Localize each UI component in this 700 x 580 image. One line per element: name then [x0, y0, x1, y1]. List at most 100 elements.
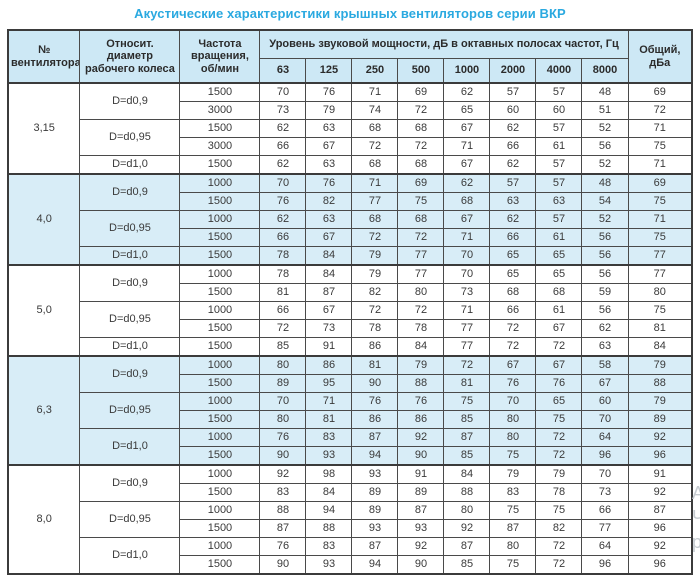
- rpm-cell: 1000: [179, 464, 261, 484]
- total-dba-cell: 92: [627, 428, 693, 447]
- spl-value-cell: 67: [443, 119, 491, 138]
- diameter-cell: D=d1,0: [79, 537, 181, 575]
- total-dba-cell: 71: [627, 210, 693, 229]
- spl-value-cell: 61: [535, 301, 583, 320]
- spl-value-cell: 57: [489, 173, 537, 193]
- total-dba-cell: 88: [627, 374, 693, 393]
- diameter-cell: D=d0,9: [79, 173, 181, 211]
- spl-value-cell: 52: [581, 119, 629, 138]
- table-row: 4,0 D=d0,9 1000 70 76 71 69 62 57 57 48 69: [7, 173, 693, 266]
- spl-value-cell: 74: [351, 101, 399, 120]
- spl-value-cell: 77: [397, 264, 445, 284]
- spl-value-cell: 68: [489, 283, 537, 302]
- spl-value-cell: 56: [581, 228, 629, 247]
- spl-value-cell: 96: [581, 555, 629, 575]
- spl-value-cell: 70: [581, 464, 629, 484]
- spl-value-cell: 94: [351, 555, 399, 575]
- spl-value-cell: 56: [581, 301, 629, 320]
- spl-value-cell: 67: [443, 155, 491, 175]
- spl-value-cell: 76: [535, 374, 583, 393]
- table-row: D=d0,95 1000 66 67 72 72 71 66 61 56 75: [8, 301, 693, 338]
- spl-value-cell: 86: [305, 355, 353, 375]
- table-row: 5,0 D=d0,9 1000 78 84 79 77 70 65 65 56 77: [7, 264, 693, 357]
- spl-value-cell: 64: [581, 428, 629, 447]
- rpm-cell: 1500: [179, 337, 261, 357]
- spl-value-cell: 63: [305, 155, 353, 175]
- spl-value-cell: 67: [305, 301, 353, 320]
- spl-value-cell: 62: [259, 210, 307, 229]
- spl-value-cell: 79: [397, 355, 445, 375]
- spl-value-cell: 70: [259, 173, 307, 193]
- spl-value-cell: 92: [443, 519, 491, 538]
- spl-value-cell: 93: [397, 519, 445, 538]
- col-header-sound-power-level: Уровень звуковой мощности, дБ в октавных…: [259, 29, 629, 59]
- rpm-cell: 1500: [179, 374, 261, 393]
- table-row: D=d1,0 1500 85 91 86 84 77 72 72 63 84: [8, 337, 693, 357]
- spl-value-cell: 85: [259, 337, 307, 357]
- spl-value-cell: 72: [443, 355, 491, 375]
- rpm-cell: 1500: [179, 283, 261, 302]
- spl-value-cell: 77: [581, 519, 629, 538]
- table-row: 3000 66 67 72 72 71 66 61 56 75: [8, 137, 693, 156]
- rpm-cell: 1500: [179, 410, 261, 429]
- spl-value-cell: 68: [397, 119, 445, 138]
- spl-value-cell: 94: [305, 501, 353, 520]
- spl-value-cell: 66: [259, 301, 307, 320]
- diameter-cell: D=d1,0: [79, 337, 181, 357]
- table-row: D=d1,0 1500 78 84 79 77 70 65 65 56 77: [8, 246, 693, 266]
- table-row: 1500 87 88 93 93 92 87 82 77 96: [8, 519, 693, 538]
- spl-value-cell: 62: [443, 82, 491, 102]
- spl-value-cell: 66: [489, 137, 537, 156]
- rpm-cell: 1000: [179, 264, 261, 284]
- spl-value-cell: 62: [259, 155, 307, 175]
- spl-value-cell: 69: [397, 82, 445, 102]
- spl-value-cell: 96: [581, 446, 629, 466]
- spl-value-cell: 62: [489, 119, 537, 138]
- fan-number-cell: 8,0: [7, 464, 81, 575]
- table-row: D=d1,0 1000 76 83 87 92 87 80 72 64 92: [8, 428, 693, 466]
- diameter-cell: D=d0,95: [79, 301, 181, 338]
- spl-value-cell: 60: [489, 101, 537, 120]
- spl-value-cell: 65: [535, 246, 583, 266]
- total-dba-cell: 75: [627, 137, 693, 156]
- table-row: D=d1,0 1000 76 83 87 92 87 80 72 64 92: [8, 537, 693, 575]
- rpm-cell: 1500: [179, 483, 261, 502]
- rpm-cell: 1000: [179, 428, 261, 447]
- spl-value-cell: 75: [489, 501, 537, 520]
- spl-value-cell: 93: [351, 464, 399, 484]
- spl-value-cell: 68: [351, 210, 399, 229]
- spl-value-cell: 69: [397, 173, 445, 193]
- spl-value-cell: 67: [305, 137, 353, 156]
- spl-value-cell: 70: [443, 246, 491, 266]
- spl-value-cell: 87: [443, 537, 491, 556]
- table-row: 1500 89 95 90 88 81 76 76 67 88: [8, 374, 693, 393]
- total-dba-cell: 79: [627, 355, 693, 375]
- spl-value-cell: 70: [259, 392, 307, 411]
- table-row: D=d0,95 1000 70 71 76 76 75 70 65 60 79: [8, 392, 693, 429]
- spl-value-cell: 91: [305, 337, 353, 357]
- spl-value-cell: 87: [351, 537, 399, 556]
- total-dba-cell: 75: [627, 301, 693, 320]
- spl-value-cell: 70: [581, 410, 629, 429]
- freq-band-header: 8000: [581, 58, 629, 84]
- spl-value-cell: 56: [581, 137, 629, 156]
- spl-value-cell: 72: [397, 228, 445, 247]
- spl-value-cell: 93: [305, 446, 353, 466]
- spl-value-cell: 90: [397, 446, 445, 466]
- spl-value-cell: 58: [581, 355, 629, 375]
- freq-band-header: 500: [397, 58, 445, 84]
- frequency-bands-header-row: 63 125 250 500 1000 2000 4000 8000: [8, 58, 692, 84]
- spl-value-cell: 72: [259, 319, 307, 338]
- fan-number-cell: 4,0: [7, 173, 81, 266]
- table-header-row: № вентилятора Относит. диаметр рабочего …: [7, 29, 693, 84]
- spl-value-cell: 61: [535, 137, 583, 156]
- spl-value-cell: 92: [259, 464, 307, 484]
- spl-value-cell: 57: [535, 210, 583, 229]
- spl-value-cell: 76: [397, 392, 445, 411]
- total-dba-cell: 87: [627, 501, 693, 520]
- spl-value-cell: 79: [489, 464, 537, 484]
- spl-value-cell: 87: [305, 283, 353, 302]
- spl-value-cell: 72: [351, 301, 399, 320]
- spl-value-cell: 62: [443, 173, 491, 193]
